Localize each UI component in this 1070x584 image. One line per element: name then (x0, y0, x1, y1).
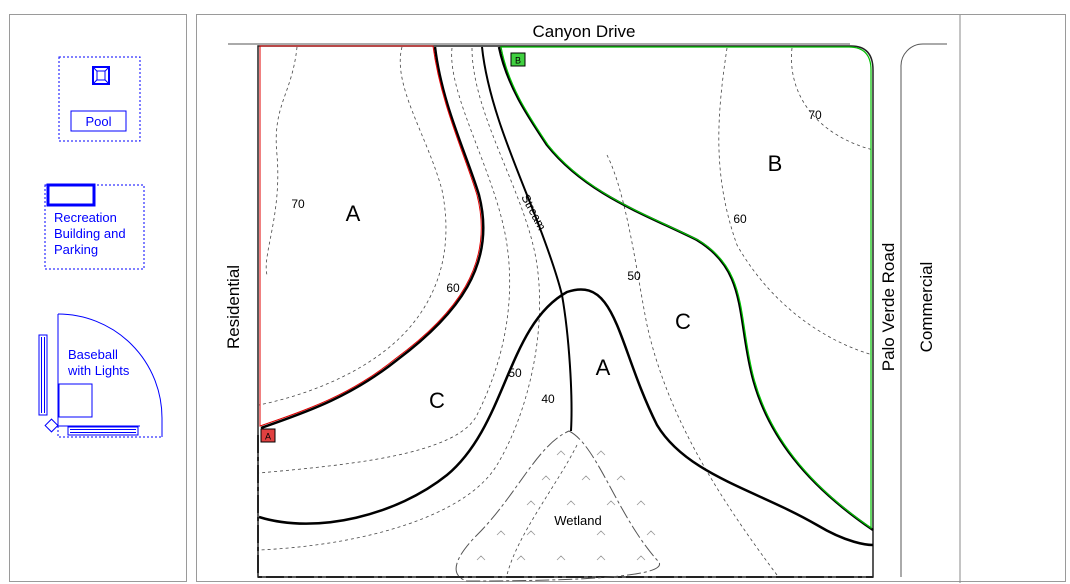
commercial-label: Commercial (917, 262, 936, 353)
contour-40-west (258, 47, 540, 551)
contour-label-70-west: 70 (291, 197, 305, 211)
baseball-item[interactable]: Baseball with Lights (38, 313, 163, 438)
zone-label-a-south[interactable]: A (596, 355, 611, 380)
wetland-outline (455, 430, 660, 582)
stream-label: Stream (518, 192, 549, 233)
zone-label-c-east[interactable]: C (675, 309, 691, 334)
marker-a[interactable]: A (260, 428, 276, 443)
residential-label: Residential (224, 265, 243, 349)
parcel-b-boundary (500, 46, 872, 530)
zone-label-c-southwest[interactable]: C (429, 388, 445, 413)
contour-label-70-east: 70 (808, 108, 822, 122)
zone-label-b-northeast[interactable]: B (768, 151, 783, 176)
contour-50-west (258, 47, 510, 474)
contour-label-50-west: 50 (508, 366, 522, 380)
contour-label-40: 40 (541, 392, 555, 406)
canyon-drive-label: Canyon Drive (533, 22, 636, 41)
palo-verde-road-label: Palo Verde Road (879, 243, 898, 372)
building-icon (46, 183, 96, 207)
site-boundary (257, 45, 874, 578)
baseball-outfield-arc (57, 313, 163, 437)
pool-icon (92, 66, 110, 85)
recreation-building-item[interactable]: Recreation Building and Parking (44, 183, 145, 270)
pool-item[interactable]: Pool (58, 56, 141, 142)
site-map[interactable]: A B Canyon Drive Residential Palo Verde … (196, 14, 1066, 583)
marker-a-label: A (265, 432, 271, 442)
palette-svg: Pool Recreation Building and Parking Bas… (38, 56, 163, 438)
marker-b-label: B (515, 56, 521, 66)
contour-50-east (606, 154, 778, 576)
contour-70-west (265, 46, 298, 276)
baseball-label-line-1: Baseball (68, 347, 118, 362)
bleacher-bottom-icon (67, 426, 139, 436)
wetland-hatch (476, 450, 656, 561)
map-svg: A B Canyon Drive Residential Palo Verde … (224, 15, 961, 583)
pool-icon-inner (96, 70, 106, 81)
marker-b-box (510, 52, 526, 67)
contour-label-50-east: 50 (627, 269, 641, 283)
pool-label: Pool (85, 114, 111, 129)
pool-outline (58, 56, 141, 142)
zone-boundary-south (258, 288, 874, 547)
zone-boundaries (258, 46, 874, 547)
contour-lines (258, 46, 874, 576)
contour-label-60-east: 60 (733, 212, 747, 226)
wetland-label: Wetland (554, 513, 601, 528)
recreation-label-line-2: Building and (54, 226, 126, 241)
stream-line (481, 46, 573, 432)
marker-b[interactable]: B (510, 52, 526, 67)
recreation-label-line-3: Parking (54, 242, 98, 257)
parcel-a-boundary (259, 45, 482, 427)
item-palette: Pool Recreation Building and Parking Bas… (9, 14, 187, 582)
recreation-label-line-1: Recreation (54, 210, 117, 225)
baseball-infield (58, 383, 93, 418)
site-boundary-dashed (257, 435, 873, 578)
contour-60-east (718, 47, 874, 356)
palo-verde-road-edge (900, 43, 947, 577)
zone-label-a-northwest[interactable]: A (346, 201, 361, 226)
baseball-label-line-2: with Lights (67, 363, 130, 378)
bleacher-left-icon (38, 334, 48, 416)
home-plate-icon (44, 418, 59, 433)
contour-label-60-west: 60 (446, 281, 460, 295)
zone-boundary-east (497, 46, 874, 532)
zone-boundary-west (260, 46, 485, 430)
pool-label-box (70, 110, 127, 132)
marker-a-box (260, 428, 276, 443)
contour-70-east (791, 47, 874, 151)
contour-60-west (258, 46, 447, 406)
contour-wetland-west (506, 444, 578, 576)
